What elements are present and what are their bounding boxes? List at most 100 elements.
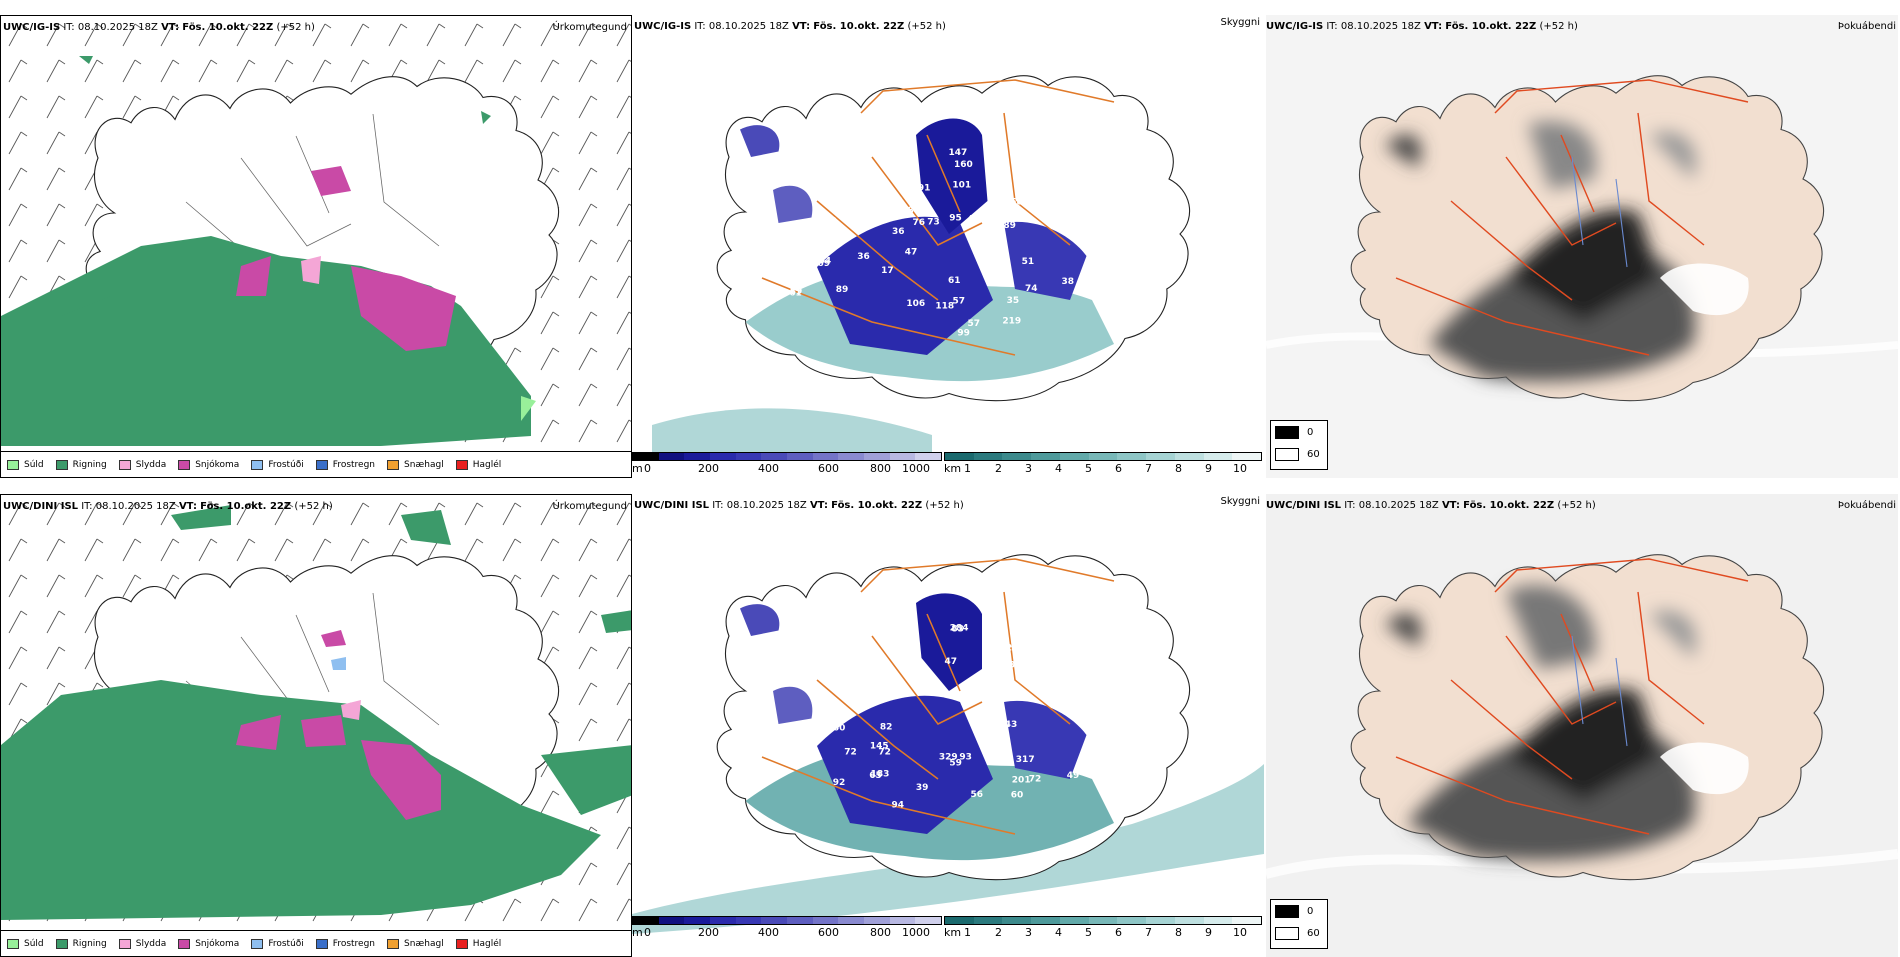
height-label: 92 <box>775 753 788 763</box>
height-ramp-step <box>838 917 865 924</box>
height-label: 118 <box>895 206 914 216</box>
legend-item-haglel: Haglél <box>455 459 501 470</box>
vt-label: VT: <box>809 500 828 511</box>
legend-item-snjokoma: Snjókoma <box>178 459 239 470</box>
height-ramp <box>632 916 942 925</box>
height-ramp-step <box>658 453 685 460</box>
height-label: 219 <box>1002 317 1021 327</box>
legend-swatch <box>455 938 468 949</box>
height-label: 83 <box>951 625 964 635</box>
height-label: 82 <box>880 722 893 732</box>
height-label: 90 <box>874 214 887 224</box>
height-ramp-step <box>633 917 659 924</box>
it-label: IT: <box>1344 500 1356 511</box>
height-colorbar: m 0 200 400 600 800 1000 <box>632 452 944 475</box>
height-tick: 400 <box>758 926 779 939</box>
vis-ramp-step <box>1059 917 1089 924</box>
height-label: 106 <box>906 299 925 309</box>
height-label: 160 <box>954 160 973 170</box>
height-tick: 600 <box>818 462 839 475</box>
height-label: 95 <box>949 214 962 224</box>
precip-map-bottom <box>1 495 631 956</box>
height-ramp-step <box>761 453 788 460</box>
vis-tick: 1 <box>964 462 971 475</box>
height-ramp-step <box>889 453 916 460</box>
vis-tick: 9 <box>1205 926 1212 939</box>
height-label: 96 <box>993 685 1006 695</box>
height-label: 67 <box>854 701 867 711</box>
vt-value: Fös. 10.okt. 22Z <box>1463 500 1555 511</box>
vis-tick: 10 <box>1233 926 1247 939</box>
visibility-colorbar: km 1 2 3 4 5 6 7 8 9 10 <box>944 916 1264 939</box>
panel-header: UWC/IG-IS IT: 08.10.2025 18Z VT: Fös. 10… <box>3 22 315 33</box>
lead-time: (+52 h) <box>1557 500 1596 511</box>
legend-item-frostregn: Frostregn <box>315 459 375 470</box>
height-label: 36 <box>857 252 870 262</box>
visibility-map-top: 51 57 61 95 91 92 89 101 99 73 205 169 219 43 76 51 50 57… <box>652 75 1191 455</box>
height-ramp-step <box>787 453 813 460</box>
height-label: 35 <box>1007 296 1020 306</box>
height-label: 74 <box>1025 284 1038 294</box>
height-label: 118 <box>935 301 954 311</box>
visibility-unit: km <box>944 926 962 939</box>
vis-ramp-step <box>945 453 974 460</box>
visibility-panel-bottom: 39 47 47 83 82 60 92 92 93 145 56 59 56 183 796 317 36 36… <box>632 494 1264 957</box>
height-label: 72 <box>844 747 857 757</box>
precip-map-top <box>1 16 631 477</box>
model-name: UWC/IG-IS <box>634 21 692 32</box>
legend-swatch <box>315 938 328 949</box>
height-label: 48 <box>990 271 1003 281</box>
model-name: UWC/DINI ISL <box>3 501 79 512</box>
height-label: 77 <box>810 256 823 266</box>
vis-tick: 10 <box>1233 462 1247 475</box>
it-value: 08.10.2025 18Z <box>1358 500 1439 511</box>
vis-ramp-step <box>1174 453 1204 460</box>
height-ramp-step <box>889 917 916 924</box>
it-label: IT: <box>81 501 93 512</box>
visibility-map-bottom: 39 47 47 83 82 60 92 92 93 145 56 59 56 183 796 317 36 36… <box>632 554 1264 934</box>
height-label: 54 <box>1012 641 1025 651</box>
vis-tick: 6 <box>1115 926 1122 939</box>
height-label: 61 <box>789 289 802 299</box>
height-ramp-step <box>633 453 659 460</box>
height-label: 284 <box>950 624 969 634</box>
height-colorbar: m 0 200 400 600 800 1000 <box>632 916 944 939</box>
lead-time: (+52 h) <box>907 21 946 32</box>
height-label: 43 <box>967 215 980 225</box>
vis-ramp-step <box>1117 453 1147 460</box>
height-label: 92 <box>844 165 857 175</box>
height-ramp-step <box>735 453 762 460</box>
height-label: 36 <box>857 696 870 706</box>
vis-tick: 5 <box>1085 926 1092 939</box>
vis-tick: 3 <box>1025 462 1032 475</box>
height-ramp-step <box>838 453 865 460</box>
legend-item-frostregn: Frostregn <box>315 938 375 949</box>
height-label: 51 <box>891 197 904 207</box>
vt-label: VT: <box>1424 21 1443 32</box>
height-label: 47 <box>899 626 912 636</box>
fog-swatch <box>1275 425 1299 439</box>
vis-tick: 2 <box>995 462 1002 475</box>
fog-panel-bottom: UWC/DINI ISL IT: 08.10.2025 18Z VT: Fös.… <box>1264 494 1900 957</box>
height-label: 93 <box>959 753 972 763</box>
height-label: 72 <box>1029 775 1042 785</box>
precip-type-title: Úrkomutegund <box>552 22 627 33</box>
visibility-ramp <box>944 916 1262 925</box>
legend-item-haglel: Haglél <box>455 938 501 949</box>
vis-ramp-step <box>1174 917 1204 924</box>
legend-swatch <box>387 938 400 949</box>
it-value: 08.10.2025 18Z <box>95 501 176 512</box>
height-ramp-step <box>915 917 942 924</box>
legend-swatch <box>118 938 131 949</box>
height-label: 89 <box>1003 221 1016 231</box>
height-label: 55 <box>1011 640 1024 650</box>
height-ramp-step <box>787 917 813 924</box>
vis-tick: 9 <box>1205 462 1212 475</box>
height-ramp-step <box>684 917 711 924</box>
fog-title: Þokuábendi <box>1837 21 1896 32</box>
vis-ramp-step <box>973 917 1003 924</box>
precip-type-title: Úrkomutegund <box>552 501 627 512</box>
vt-value: Fös. 10.okt. 22Z <box>831 500 923 511</box>
height-label: 47 <box>892 158 905 168</box>
legend-label: Slydda <box>135 938 167 949</box>
